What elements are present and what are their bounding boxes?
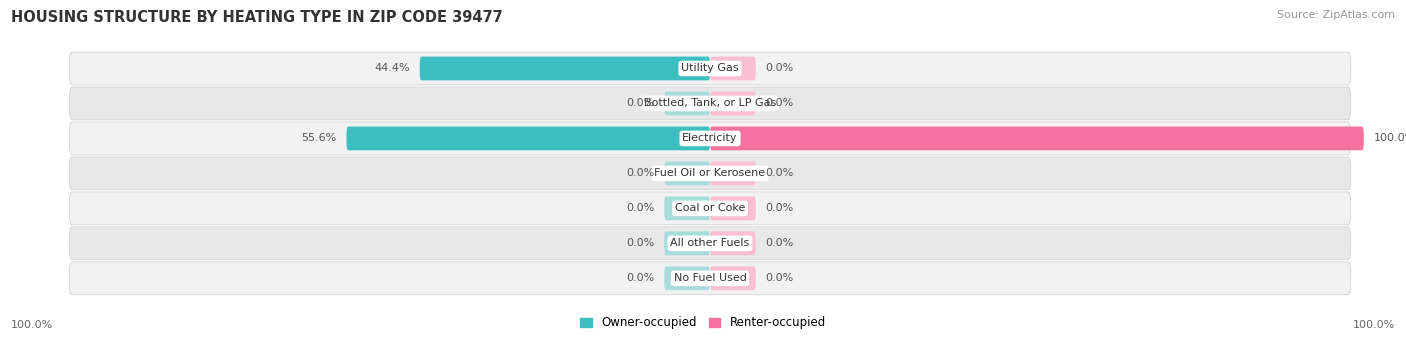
- Text: 0.0%: 0.0%: [626, 168, 654, 179]
- Text: Utility Gas: Utility Gas: [682, 64, 738, 73]
- Text: 100.0%: 100.0%: [1374, 133, 1406, 143]
- FancyBboxPatch shape: [664, 232, 710, 255]
- FancyBboxPatch shape: [69, 192, 1351, 225]
- Text: 0.0%: 0.0%: [626, 238, 654, 248]
- Text: 0.0%: 0.0%: [766, 238, 794, 248]
- Text: Fuel Oil or Kerosene: Fuel Oil or Kerosene: [654, 168, 766, 179]
- FancyBboxPatch shape: [69, 122, 1351, 155]
- Text: 100.0%: 100.0%: [1353, 320, 1395, 330]
- Text: 0.0%: 0.0%: [766, 203, 794, 214]
- FancyBboxPatch shape: [710, 56, 756, 80]
- FancyBboxPatch shape: [710, 267, 756, 290]
- FancyBboxPatch shape: [710, 162, 756, 185]
- Text: 0.0%: 0.0%: [626, 273, 654, 283]
- Text: 0.0%: 0.0%: [626, 99, 654, 108]
- Text: Source: ZipAtlas.com: Source: ZipAtlas.com: [1277, 10, 1395, 20]
- Text: 0.0%: 0.0%: [766, 273, 794, 283]
- Text: Coal or Coke: Coal or Coke: [675, 203, 745, 214]
- Text: All other Fuels: All other Fuels: [671, 238, 749, 248]
- Text: 44.4%: 44.4%: [374, 64, 411, 73]
- FancyBboxPatch shape: [710, 232, 756, 255]
- Text: 0.0%: 0.0%: [766, 168, 794, 179]
- FancyBboxPatch shape: [710, 91, 756, 115]
- Text: No Fuel Used: No Fuel Used: [673, 273, 747, 283]
- Text: HOUSING STRUCTURE BY HEATING TYPE IN ZIP CODE 39477: HOUSING STRUCTURE BY HEATING TYPE IN ZIP…: [11, 10, 503, 25]
- FancyBboxPatch shape: [664, 91, 710, 115]
- Text: 55.6%: 55.6%: [301, 133, 336, 143]
- Text: Electricity: Electricity: [682, 133, 738, 143]
- FancyBboxPatch shape: [69, 52, 1351, 85]
- FancyBboxPatch shape: [664, 267, 710, 290]
- FancyBboxPatch shape: [710, 197, 756, 220]
- Legend: Owner-occupied, Renter-occupied: Owner-occupied, Renter-occupied: [575, 312, 831, 334]
- Text: 0.0%: 0.0%: [626, 203, 654, 214]
- FancyBboxPatch shape: [69, 87, 1351, 120]
- Text: 100.0%: 100.0%: [11, 320, 53, 330]
- FancyBboxPatch shape: [664, 197, 710, 220]
- Text: 0.0%: 0.0%: [766, 64, 794, 73]
- Text: Bottled, Tank, or LP Gas: Bottled, Tank, or LP Gas: [644, 99, 776, 108]
- FancyBboxPatch shape: [69, 227, 1351, 260]
- FancyBboxPatch shape: [664, 162, 710, 185]
- Text: 0.0%: 0.0%: [766, 99, 794, 108]
- FancyBboxPatch shape: [346, 126, 710, 150]
- FancyBboxPatch shape: [69, 262, 1351, 295]
- FancyBboxPatch shape: [69, 157, 1351, 190]
- FancyBboxPatch shape: [710, 126, 1364, 150]
- FancyBboxPatch shape: [420, 56, 710, 80]
